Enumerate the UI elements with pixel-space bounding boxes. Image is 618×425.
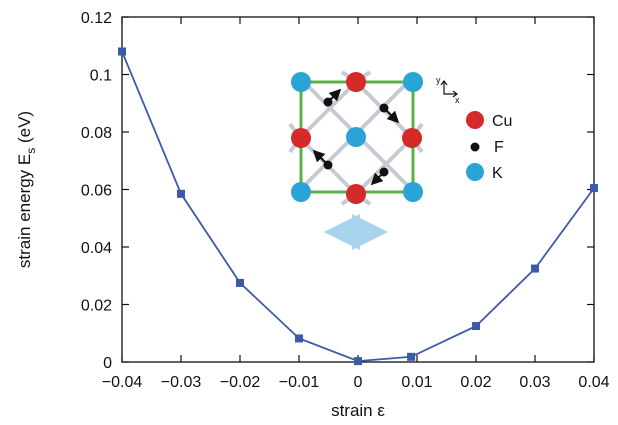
k-atom	[291, 182, 311, 202]
axis-y-label: y	[436, 75, 441, 85]
legend-cu-label: Cu	[492, 113, 512, 130]
axes-indicator	[440, 80, 458, 98]
cu-atom	[346, 184, 366, 204]
k-atoms	[291, 72, 423, 202]
x-tick-label: 0	[354, 374, 363, 391]
x-tick-label: −0.04	[102, 374, 143, 391]
legend-k-swatch	[466, 163, 484, 181]
cu-atom	[346, 72, 366, 92]
data-point	[407, 352, 416, 361]
axis-x-label: x	[455, 95, 460, 105]
cu-atom	[402, 128, 422, 148]
cu-atoms	[291, 72, 422, 204]
y-tick-label: 0.1	[90, 68, 112, 85]
displacement-arrows	[312, 88, 400, 186]
y-tick-label: 0	[103, 355, 112, 372]
series-layer	[118, 47, 598, 366]
x-tick-label: 0.02	[460, 374, 491, 391]
y-tick-label: 0.02	[81, 298, 112, 315]
y-tick-label: 0.08	[81, 125, 112, 142]
data-point	[590, 184, 598, 193]
data-point	[118, 47, 126, 56]
legend-f-swatch	[470, 142, 480, 152]
legend-cu-swatch	[466, 111, 484, 129]
x-tick-label: 0.03	[519, 374, 550, 391]
data-point	[531, 264, 539, 273]
k-atom	[346, 127, 366, 147]
series-line	[121, 51, 595, 363]
x-axis-label: strain ε	[331, 401, 385, 420]
y-tick-label: 0.12	[81, 10, 112, 27]
x-tick-label: −0.03	[161, 374, 202, 391]
atom-legend: Cu F K	[466, 111, 512, 182]
y-tick-label: 0.04	[81, 240, 112, 257]
y-tick-label: 0.06	[81, 183, 112, 200]
x-tick-label: 0.04	[578, 374, 609, 391]
legend-k-label: K	[492, 165, 503, 182]
axes: −0.04 −0.03 −0.02 −0.01 0 0.01 0.02 0.03 0.04 0 0.…	[15, 10, 610, 420]
data-point	[354, 357, 362, 366]
k-atom	[403, 182, 423, 202]
data-point	[472, 322, 480, 331]
k-atom	[291, 72, 311, 92]
x-tick-label: −0.01	[279, 374, 320, 391]
x-tick-label: 0.01	[401, 374, 432, 391]
legend-f-label: F	[494, 139, 504, 156]
data-point	[236, 278, 244, 287]
x-tick-label: −0.02	[220, 374, 261, 391]
data-point	[177, 189, 185, 198]
cu-atom	[291, 128, 311, 148]
crystal-structure-inset: y x Cu F K	[288, 70, 512, 250]
data-point	[295, 334, 303, 343]
y-axis-label: strain energy Es (eV)	[15, 111, 38, 268]
k-atom	[403, 72, 423, 92]
